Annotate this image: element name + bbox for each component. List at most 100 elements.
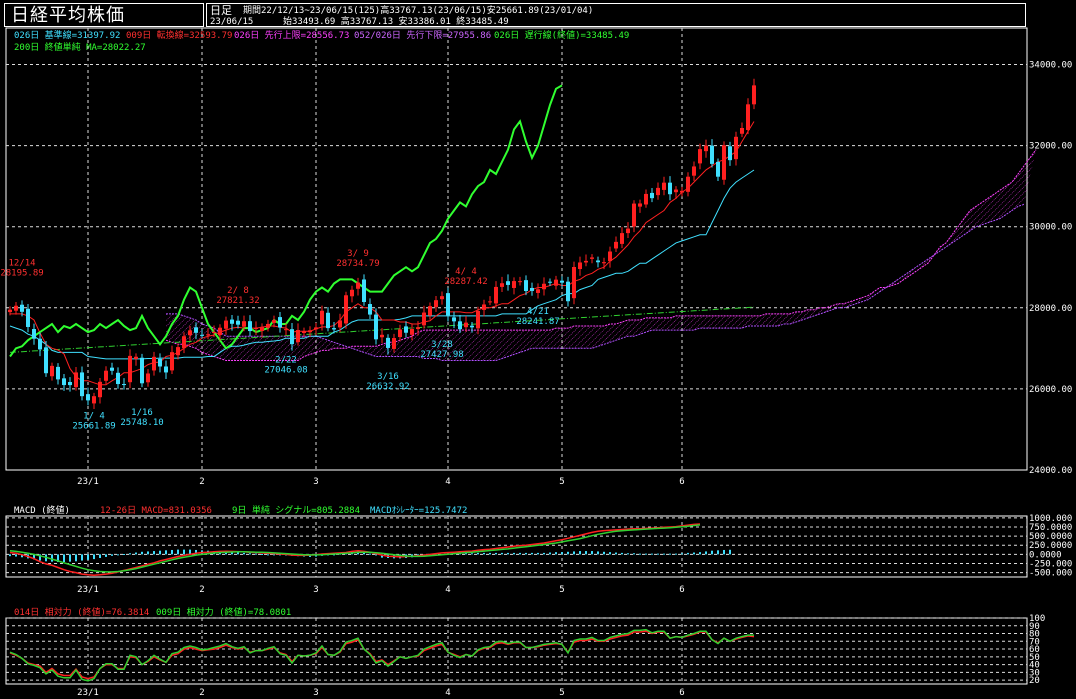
macd-hist-bar: [93, 554, 95, 560]
candle-body: [248, 321, 252, 332]
macd-hist-bar: [729, 549, 731, 555]
candle-body: [566, 281, 570, 302]
y-tick-label: -250.000: [1029, 559, 1072, 569]
candle-body: [392, 338, 396, 349]
candle-body: [536, 289, 540, 293]
macd-hist-bar: [657, 553, 659, 555]
macd-hist-bar: [99, 554, 101, 559]
candle-body: [488, 301, 492, 303]
macd-hist-bar: [171, 549, 173, 555]
x-tick-label: 5: [559, 585, 564, 595]
candle-body: [296, 329, 300, 343]
candle-body: [572, 267, 576, 299]
y-tick-label: 750.0000: [1029, 523, 1072, 533]
price-annotation: 1/16: [131, 408, 153, 418]
macd-hist-bar: [57, 554, 59, 563]
macd-hist-bar: [609, 552, 611, 555]
candle-body: [68, 382, 72, 386]
macd-hist-bar: [483, 552, 485, 555]
macd-hist-bar: [537, 552, 539, 555]
candle-body: [416, 327, 420, 330]
candle-body: [362, 279, 366, 302]
candle-body: [524, 280, 528, 292]
macd-hist-bar: [153, 551, 155, 555]
macd-hist-bar: [111, 554, 113, 556]
candle-body: [434, 300, 438, 308]
macd-hist-bar: [333, 554, 335, 556]
candle-body: [290, 329, 294, 345]
price-annotation: 28734.79: [336, 259, 379, 269]
candle-body: [308, 330, 312, 333]
y-tick-label: 1000.000: [1029, 514, 1072, 524]
candle-body: [656, 187, 660, 196]
macd-hist-bar: [261, 553, 263, 555]
macd-hist-bar: [705, 551, 707, 555]
price-annotation: 2/22: [275, 355, 297, 365]
macd-hist-bar: [597, 551, 599, 555]
candle-body: [26, 308, 30, 327]
candle-body: [602, 262, 606, 264]
candle-body: [284, 329, 288, 331]
candle-body: [476, 310, 480, 329]
price-annotation: 1/ 4: [83, 412, 105, 422]
candle-body: [368, 304, 372, 315]
macd-hist-bar: [711, 550, 713, 555]
macd-hist-bar: [51, 554, 53, 562]
candle-body: [182, 336, 186, 349]
candle-body: [374, 314, 378, 340]
macd-hist-bar: [561, 552, 563, 555]
macd-signal-line: [9, 524, 701, 573]
macd-hist-bar: [591, 551, 593, 555]
candle-body: [266, 323, 270, 328]
macd-hist-bar: [567, 551, 569, 555]
x-tick-label: 6: [679, 585, 684, 595]
candle-body: [632, 203, 636, 227]
ohlc-text: 始33493.69 高33767.13 安33386.01 終33485.49: [283, 17, 509, 27]
candle-body: [650, 192, 654, 199]
macd-hist-bar: [195, 549, 197, 555]
candle-body: [698, 149, 702, 164]
y-tick-label: 0.0000: [1029, 550, 1062, 560]
legend-macd-signal: 9日 単純 シグナル=805.2884: [232, 506, 361, 516]
x-tick-label: 2: [199, 477, 204, 487]
price-annotation: 25661.89: [72, 422, 115, 432]
candle-body: [464, 322, 468, 328]
macd-hist-bar: [189, 549, 191, 555]
candle-body: [626, 228, 630, 234]
candle-body: [158, 358, 162, 367]
candle-body: [506, 281, 510, 285]
macd-hist-bar: [255, 553, 257, 555]
macd-hist-bar: [75, 554, 77, 562]
candle-body: [584, 260, 588, 263]
macd-line: [9, 523, 701, 576]
macd-hist-bar: [681, 553, 683, 555]
candle-body: [146, 373, 150, 383]
candle-body: [74, 372, 78, 388]
candle-body: [104, 370, 108, 381]
y-tick-label: 60: [1029, 645, 1040, 655]
macd-hist-bar: [693, 552, 695, 555]
candle-body: [110, 367, 114, 371]
candle-body: [314, 327, 318, 330]
macd-hist-bar: [717, 550, 719, 555]
macd-hist-bar: [645, 553, 647, 555]
macd-hist-bar: [69, 554, 71, 562]
price-annotation: 2/ 8: [227, 286, 249, 296]
candle-body: [20, 304, 24, 312]
candle-body: [278, 317, 282, 328]
macd-hist-bar: [375, 554, 377, 556]
macd-hist-bar: [687, 552, 689, 555]
candle-body: [716, 161, 720, 177]
macd-hist-bar: [279, 554, 281, 556]
price-annotation: 3/16: [377, 372, 399, 382]
panel-frame-1: [5, 27, 1028, 471]
chart-title-box: 日経平均株価: [4, 3, 204, 27]
candle-body: [674, 189, 678, 193]
price-annotation: 27046.08: [264, 365, 307, 375]
candle-body: [116, 372, 120, 385]
y-tick-label: 28000.00: [1029, 304, 1072, 314]
legend-kijun: 026日 基準線=31397.92: [14, 31, 121, 41]
macd-hist-bar: [135, 552, 137, 555]
candle-body: [680, 190, 684, 193]
